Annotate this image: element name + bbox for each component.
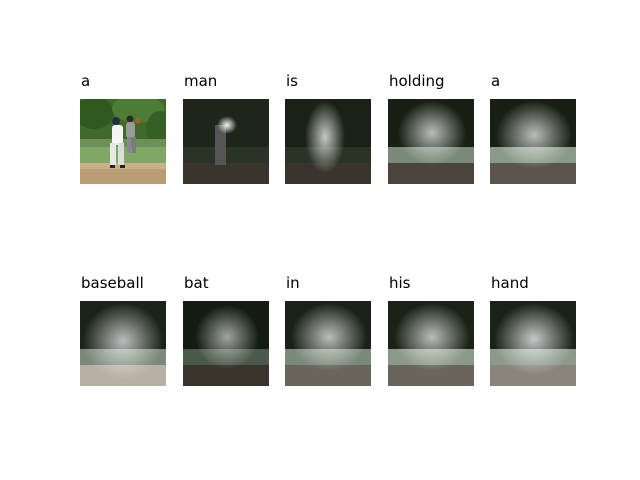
attention-map: [80, 301, 166, 386]
attention-map: [388, 301, 474, 386]
original-image: [80, 99, 166, 184]
attention-overlay: [490, 301, 576, 386]
word-label: is: [286, 72, 298, 90]
attention-overlay: [388, 301, 474, 386]
word-label: man: [184, 72, 218, 90]
attention-overlay: [285, 301, 371, 386]
attention-map: [388, 99, 474, 184]
word-label: holding: [389, 72, 445, 90]
attention-map: [183, 99, 269, 184]
word-label: a: [491, 72, 501, 90]
word-label: in: [286, 274, 300, 292]
attention-overlay: [490, 99, 576, 184]
attention-map: [490, 99, 576, 184]
attention-map: [183, 301, 269, 386]
attention-overlay: [80, 301, 166, 386]
attention-overlay: [285, 99, 371, 184]
attention-map: [285, 99, 371, 184]
word-label: his: [389, 274, 411, 292]
attention-map: [285, 301, 371, 386]
attention-map: [490, 301, 576, 386]
baseball-photo: [80, 99, 166, 184]
word-label: hand: [491, 274, 529, 292]
word-label: a: [81, 72, 91, 90]
attention-overlay: [183, 99, 269, 184]
word-label: bat: [184, 274, 209, 292]
attention-overlay: [183, 301, 269, 386]
word-label: baseball: [81, 274, 144, 292]
attention-overlay: [388, 99, 474, 184]
